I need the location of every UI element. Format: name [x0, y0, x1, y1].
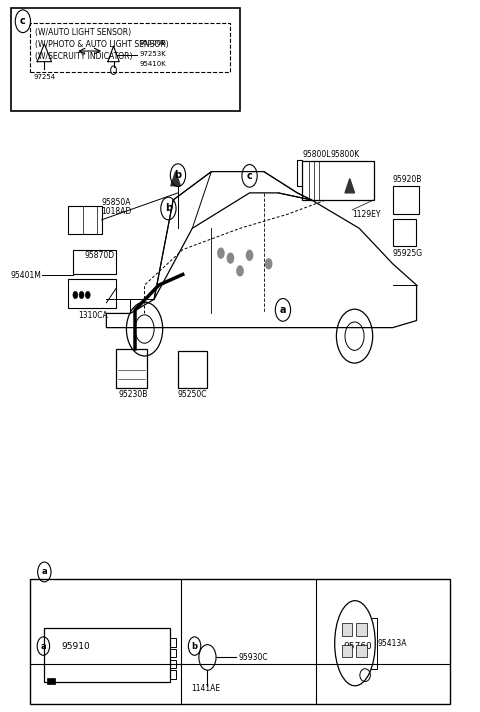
Bar	[302, 161, 373, 200]
Text: 95410K: 95410K	[140, 61, 167, 67]
Bar	[356, 644, 367, 657]
Text: 95910: 95910	[61, 642, 90, 651]
Bar	[393, 219, 416, 246]
Text: b: b	[192, 642, 198, 651]
Bar	[73, 250, 116, 274]
Bar	[68, 279, 116, 308]
Text: 95930C: 95930C	[239, 653, 268, 662]
Bar	[170, 638, 176, 646]
Bar	[356, 624, 367, 636]
Bar	[342, 644, 352, 657]
Circle shape	[217, 248, 225, 259]
Circle shape	[73, 291, 78, 298]
Text: 95920B: 95920B	[393, 175, 422, 184]
Text: 97254: 97254	[33, 75, 55, 80]
Text: c: c	[247, 171, 252, 181]
Text: 95401M: 95401M	[11, 271, 42, 280]
Text: c: c	[20, 16, 26, 26]
Text: 95925G: 95925G	[393, 249, 423, 258]
Bar	[393, 186, 419, 214]
Text: (W/SECRUITY INDICATOR): (W/SECRUITY INDICATOR)	[35, 53, 132, 61]
Text: 1141AE: 1141AE	[191, 684, 220, 693]
Text: (W/AUTO LIGHT SENSOR): (W/AUTO LIGHT SENSOR)	[35, 28, 131, 37]
Bar	[68, 206, 102, 234]
Circle shape	[227, 253, 234, 264]
Circle shape	[265, 258, 273, 269]
Text: 95800L: 95800L	[302, 150, 331, 159]
Bar	[178, 351, 206, 388]
Text: 95100B: 95100B	[140, 40, 167, 46]
Polygon shape	[345, 179, 355, 193]
Text: 95413A: 95413A	[378, 639, 407, 648]
Circle shape	[236, 265, 244, 276]
Text: a: a	[280, 305, 286, 315]
Bar	[11, 9, 240, 111]
Text: 1310CA: 1310CA	[78, 311, 108, 320]
Circle shape	[246, 250, 253, 261]
Text: a: a	[41, 642, 46, 651]
Text: 95870D: 95870D	[85, 251, 115, 261]
Text: 95800K: 95800K	[331, 150, 360, 159]
Text: 95850A: 95850A	[102, 198, 131, 207]
Bar	[170, 670, 176, 679]
Bar	[342, 624, 352, 636]
Bar	[170, 649, 176, 657]
Bar	[170, 659, 176, 668]
Text: b: b	[174, 170, 181, 180]
Text: 95230B: 95230B	[118, 390, 148, 399]
Text: 95250C: 95250C	[178, 390, 207, 399]
Bar	[47, 678, 55, 684]
Text: 1018AD: 1018AD	[102, 206, 132, 216]
Text: 97253K: 97253K	[140, 51, 167, 56]
Text: (W/PHOTO & AUTO LIGHT SENSOR): (W/PHOTO & AUTO LIGHT SENSOR)	[35, 41, 168, 49]
Polygon shape	[171, 172, 180, 186]
Circle shape	[79, 291, 84, 298]
Text: b: b	[165, 204, 172, 214]
Text: 1129EY: 1129EY	[352, 209, 381, 219]
Bar	[30, 580, 450, 703]
Bar	[44, 628, 170, 682]
Text: 95760: 95760	[343, 642, 372, 651]
Text: a: a	[42, 567, 47, 577]
Circle shape	[85, 291, 90, 298]
Bar	[116, 349, 147, 388]
Bar	[30, 23, 230, 73]
